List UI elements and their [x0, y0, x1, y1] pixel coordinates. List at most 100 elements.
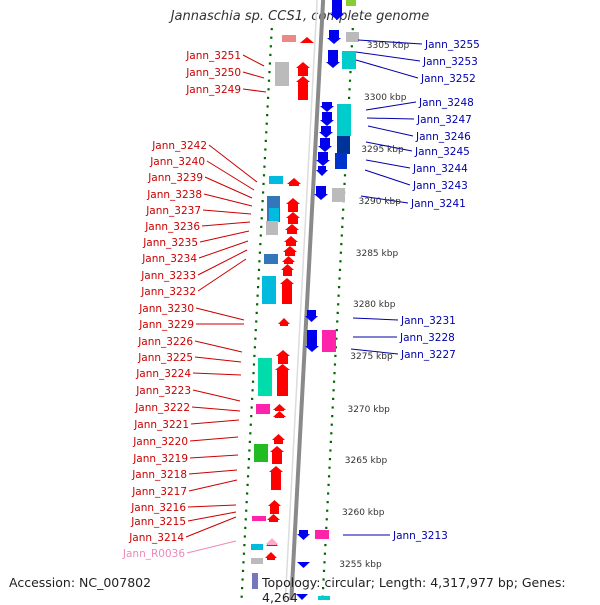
tick-dot [252, 372, 255, 375]
tick-dot [332, 380, 336, 383]
tick-dot [243, 544, 246, 547]
gene-block [251, 558, 263, 564]
tick-dot [336, 320, 339, 323]
label-leader-line [350, 348, 399, 355]
gene-label: Jann_3214 [128, 532, 184, 544]
backbone-line [284, 0, 318, 600]
forward-gene-arrow [281, 264, 294, 276]
tick-dot [269, 53, 272, 56]
tick-dot [335, 337, 338, 340]
reverse-gene-arrow [296, 594, 308, 600]
tick-dot [250, 415, 253, 418]
tick-dot [254, 337, 257, 340]
gene-label: Jann_3216 [130, 502, 186, 514]
label-leader-line [355, 51, 421, 62]
label-leader-line [187, 511, 237, 522]
label-leader-line [242, 54, 265, 67]
tick-dot [348, 79, 352, 82]
tick-dot [264, 148, 267, 151]
forward-gene-arrow [269, 466, 283, 490]
accession-text: Accession: NC_007802 [9, 575, 152, 590]
tick-dot [339, 260, 342, 263]
reverse-gene-arrow [305, 330, 319, 352]
tick-dot [263, 157, 266, 160]
tick-dot [261, 208, 264, 211]
scale-label: 3275 kbp [350, 352, 393, 362]
tick-dot [265, 122, 268, 125]
tick-dot [269, 45, 272, 48]
tick-dot [343, 182, 346, 185]
label-leader-line [206, 160, 255, 191]
tick-dot [262, 182, 265, 185]
gene-label: Jann_3244 [412, 163, 468, 175]
gene-block [346, 0, 356, 6]
right-gene-labels: Jann_3255 Jann_3253 Jann_3252 Jann_3248 Jann… [392, 39, 480, 542]
gene-label: Jann_3213 [392, 530, 448, 542]
tick-dot [327, 492, 330, 495]
tick-dot [262, 174, 266, 177]
tick-dots [240, 28, 354, 598]
tick-dot [259, 234, 262, 237]
tick-dot [326, 501, 329, 504]
tick-dot [260, 225, 263, 228]
tick-dot [329, 449, 332, 452]
forward-gene-arrow [283, 246, 297, 256]
forward-gene-arrow [267, 514, 280, 522]
gene-label: Jann_R0036 [122, 548, 185, 560]
tick-dot [268, 62, 272, 65]
label-leader-line [190, 419, 240, 425]
gene-block [258, 358, 272, 396]
tick-dot [334, 354, 337, 357]
label-leader-line [192, 372, 242, 376]
tick-dot [261, 200, 264, 203]
gene-block [254, 444, 268, 462]
backbone [284, 0, 326, 600]
tick-dot [246, 492, 249, 495]
gene-label: Jann_3250 [185, 67, 241, 79]
label-leader-line [355, 59, 419, 79]
gene-label: Jann_3225 [137, 352, 193, 364]
tick-dot [242, 552, 246, 555]
reverse-gene-arrow [330, 0, 344, 20]
gene-label: Jann_3230 [138, 303, 194, 315]
gene-block [337, 104, 351, 136]
tick-dot [340, 234, 343, 237]
tick-dot [251, 380, 255, 383]
label-leader-line [242, 71, 265, 79]
legend-swatch [252, 573, 258, 589]
scale-label: 3305 kbp [367, 41, 410, 51]
tick-dot [241, 587, 244, 590]
label-leader-line [194, 340, 243, 353]
reverse-gene-arrow [297, 530, 310, 540]
gene-label: Jann_3243 [412, 180, 468, 192]
tick-dot [343, 174, 347, 177]
tick-dot [256, 303, 259, 306]
tick-dot [337, 303, 340, 306]
gene-label: Jann_3224 [135, 368, 191, 380]
tick-dot [324, 544, 327, 547]
tick-dot [270, 28, 273, 31]
label-leader-line [201, 221, 251, 227]
tick-dot [245, 501, 248, 504]
gene-block [337, 136, 350, 154]
tick-dot [250, 406, 253, 409]
forward-gene-arrow [286, 212, 300, 224]
gene-label: Jann_3242 [151, 140, 207, 152]
scale-label: 3300 kbp [364, 93, 407, 103]
label-leader-line [195, 307, 245, 321]
gene-label: Jann_3231 [400, 315, 456, 327]
label-leader-line [357, 39, 423, 45]
tick-dot [244, 518, 247, 521]
tick-dot [335, 329, 338, 332]
scale-label: 3295 kbp [361, 145, 404, 155]
gene-label: Jann_3239 [147, 172, 203, 184]
tick-dot [331, 406, 334, 409]
tick-dot [258, 260, 261, 263]
scale-label: 3280 kbp [353, 300, 396, 310]
label-leader-line [365, 159, 411, 169]
label-leader-line [192, 389, 241, 402]
tick-dot [246, 483, 249, 486]
forward-gene-arrow [286, 198, 300, 212]
label-leader-line [189, 454, 239, 459]
label-leader-line [364, 169, 411, 186]
